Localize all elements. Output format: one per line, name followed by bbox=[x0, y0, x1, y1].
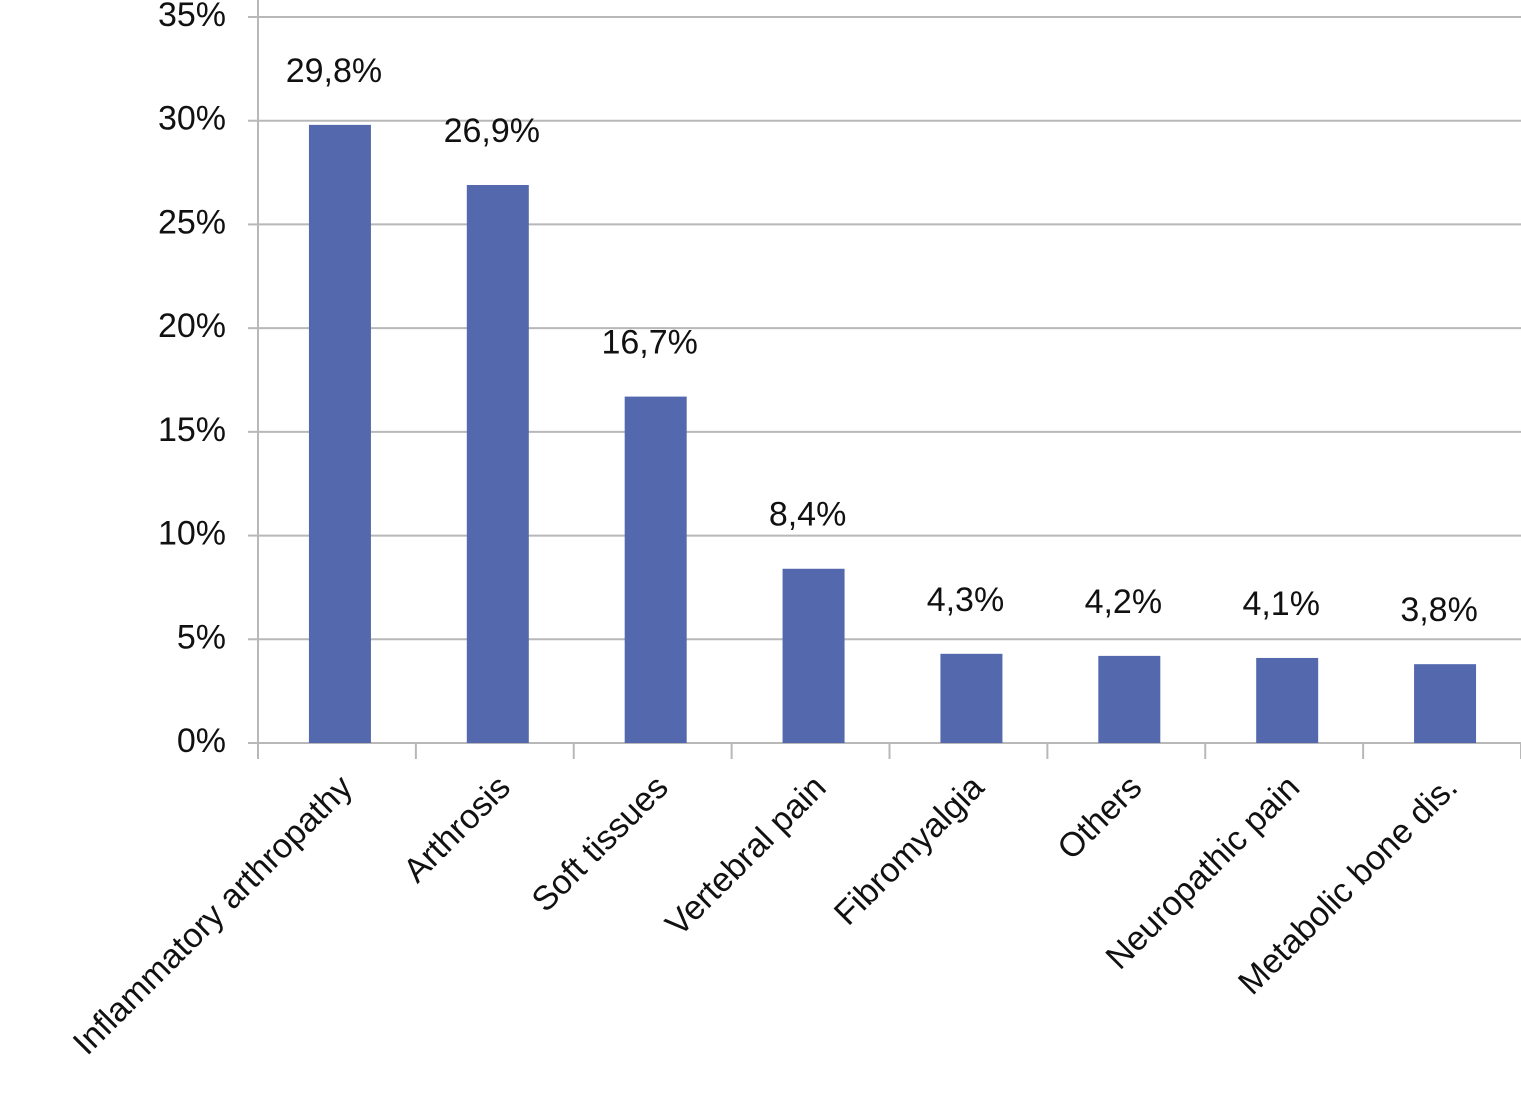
bar bbox=[1256, 657, 1319, 743]
bar bbox=[940, 653, 1003, 743]
bar bbox=[1414, 664, 1477, 743]
value-label: 16,7% bbox=[601, 324, 697, 362]
y-tick-label: 0% bbox=[177, 722, 226, 760]
y-tick-label: 35% bbox=[158, 0, 226, 34]
value-label: 3,8% bbox=[1400, 591, 1478, 629]
bar bbox=[308, 124, 371, 743]
x-tick-label: Fibromyalgia bbox=[827, 768, 992, 933]
y-tick-label: 30% bbox=[158, 100, 226, 138]
x-tick-label: Vertebral pain bbox=[658, 768, 833, 943]
y-tick-label: 5% bbox=[177, 618, 226, 656]
x-tick-label: Inflammatory arthropathy bbox=[66, 768, 360, 1062]
bar bbox=[466, 185, 529, 743]
value-label: 26,9% bbox=[444, 112, 540, 150]
x-tick-label: Soft tissues bbox=[525, 768, 676, 919]
x-tick-label: Arthrosis bbox=[396, 768, 518, 890]
bar bbox=[624, 396, 687, 743]
value-label: 29,8% bbox=[286, 52, 382, 90]
value-label: 4,3% bbox=[927, 581, 1005, 619]
bar bbox=[1098, 655, 1161, 743]
x-tick-label: Others bbox=[1050, 768, 1149, 867]
bar bbox=[782, 568, 845, 743]
y-tick-label: 15% bbox=[158, 411, 226, 449]
value-label: 4,1% bbox=[1242, 585, 1320, 623]
y-tick-label: 20% bbox=[158, 307, 226, 345]
y-tick-label: 10% bbox=[158, 515, 226, 553]
value-label: 4,2% bbox=[1085, 583, 1163, 621]
y-tick-label: 25% bbox=[158, 203, 226, 241]
value-label: 8,4% bbox=[769, 496, 847, 534]
